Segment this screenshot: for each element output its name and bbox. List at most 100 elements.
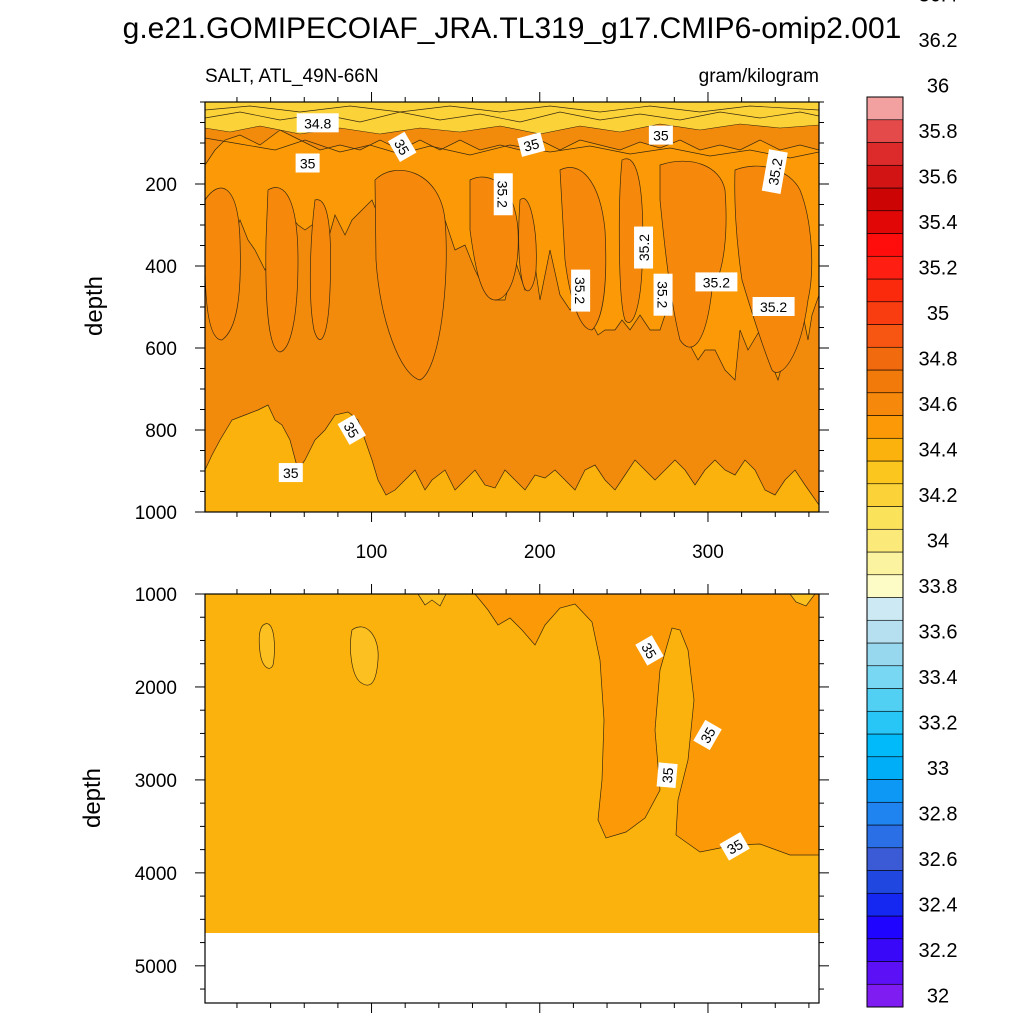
units-label: gram/kilogram (699, 66, 819, 87)
contour-label: 34.8 (296, 113, 339, 133)
contour-label-box (517, 132, 546, 157)
y-tick-label: 1000 (135, 503, 177, 524)
colorbar-box (866, 369, 904, 394)
contour-label-text: 35 (697, 724, 719, 746)
colorbar-label: 33.8 (919, 576, 958, 598)
contour-label: 35.2 (493, 173, 513, 216)
colorbar-label: 35.6 (919, 167, 958, 189)
colorbar-label: 36.2 (919, 30, 958, 52)
colorbar: 32 32.2 32.4 32.6 32.8 33 33.2 33.4 33.6 33.8 34 34… (866, 0, 958, 1008)
colorbar-box (866, 255, 904, 280)
contour-label-box (693, 719, 722, 751)
upper-surface-band (205, 102, 819, 135)
chart-title: g.e21.GOMIPECOIAF_JRA.TL319_g17.CMIP6-om… (123, 12, 902, 45)
lower-plot-frame (204, 593, 820, 1004)
contour-label: 35.2 (571, 269, 591, 312)
colorbar-box (866, 210, 904, 234)
colorbar-label: 34.8 (919, 349, 958, 371)
colorbar-box (866, 983, 904, 1008)
y-tick-label: 5000 (135, 957, 177, 978)
contour-label-box (653, 273, 673, 316)
contour-label-box (337, 414, 367, 445)
colorbar-frame (866, 96, 904, 1008)
colorbar-box (866, 119, 904, 143)
lower-ylabel: depth (79, 768, 106, 828)
contour-label-box (634, 226, 654, 269)
y-tick-label: 600 (145, 339, 177, 360)
colorbar-label: 33.6 (919, 622, 958, 644)
colorbar-box (866, 938, 904, 962)
colorbar-label: 34 (927, 531, 949, 553)
colorbar-box (866, 506, 904, 530)
y-tick-label: 1000 (135, 585, 177, 606)
colorbar-box (866, 301, 904, 325)
contour-label-text: 35 (341, 419, 363, 441)
colorbar-box (866, 324, 904, 348)
contour-label-box (648, 125, 673, 145)
contour-label: 35.2 (752, 297, 795, 316)
left-string: SALT, ATL_49N-66N (205, 66, 379, 87)
contour-label: 35 (295, 153, 320, 173)
colorbar-box (866, 961, 904, 985)
colorbar-box (866, 528, 904, 553)
contour-label-box (278, 463, 303, 483)
colorbar-box (866, 619, 904, 644)
colorbar-label: 32.6 (919, 849, 958, 871)
colorbar-box (866, 688, 904, 712)
contour-label: 35 (656, 762, 678, 789)
contour-label: 35.2 (695, 272, 738, 292)
x-tick-label: 200 (524, 542, 556, 563)
lower-axis-ticks: 1000 2000 3000 4000 5000 (135, 584, 829, 1013)
upper-contour-labels: 34.8 35 35 35 35 35.2 35.2 35.2 35.2 35.2 35.2 35.2… (278, 113, 795, 483)
colorbar-box (866, 346, 904, 371)
colorbar-label: 34.6 (919, 394, 958, 416)
colorbar-label: 33 (927, 758, 949, 780)
contour-label-text: 35 (724, 836, 746, 858)
colorbar-label: 32.2 (919, 940, 958, 962)
colorbar-box (866, 574, 904, 598)
colorbar-box (866, 597, 904, 621)
colorbar-label: 35 (927, 303, 949, 325)
contour-label-box (752, 297, 795, 316)
colorbar-box (866, 142, 904, 166)
contour-label-text: 35.2 (636, 234, 652, 261)
colorbar-label: 34.4 (919, 440, 958, 462)
colorbar-box (866, 665, 904, 689)
y-tick-label: 400 (145, 257, 177, 278)
contour-label-box (388, 131, 417, 162)
contour-label-text: 35 (653, 128, 669, 144)
contour-label-box (719, 832, 750, 861)
x-tick-label: 300 (692, 542, 724, 563)
colorbar-box (866, 642, 904, 667)
contour-label: 35 (719, 832, 750, 861)
contour-label-text: 35.2 (495, 181, 511, 208)
colorbar-box (866, 483, 904, 507)
contour-label-text: 34.8 (304, 115, 331, 131)
lower-panel: 1000 2000 3000 4000 5000 35 35 35 35 depth (79, 584, 829, 1013)
colorbar-label: 36.4 (919, 0, 958, 7)
y-tick-label: 200 (145, 175, 177, 196)
upper-high-salinity-pockets (205, 158, 813, 381)
contour-label-box (296, 113, 339, 133)
contour-label-text: 35.2 (765, 157, 786, 187)
contour-label-text: 35.2 (655, 281, 671, 308)
colorbar-box (866, 824, 904, 849)
colorbar-box (866, 96, 904, 121)
lower-contour-labels: 35 35 35 35 (635, 635, 750, 861)
contour-label-text: 35.2 (703, 274, 730, 290)
y-tick-label: 800 (145, 421, 177, 442)
contour-label-box (493, 173, 513, 216)
contour-label-text: 35 (638, 640, 660, 662)
colorbar-box (866, 233, 904, 257)
lower-high-salinity-region (474, 594, 819, 856)
colorbar-box (866, 415, 904, 439)
colorbar-box (866, 460, 904, 485)
colorbar-label: 32.4 (919, 895, 958, 917)
colorbar-box (866, 870, 904, 894)
y-tick-label: 2000 (135, 678, 177, 699)
contour-label-text: 35 (300, 156, 316, 172)
x-tick-label: 100 (356, 542, 388, 563)
colorbar-box (866, 733, 904, 758)
colorbar-box (866, 915, 904, 940)
